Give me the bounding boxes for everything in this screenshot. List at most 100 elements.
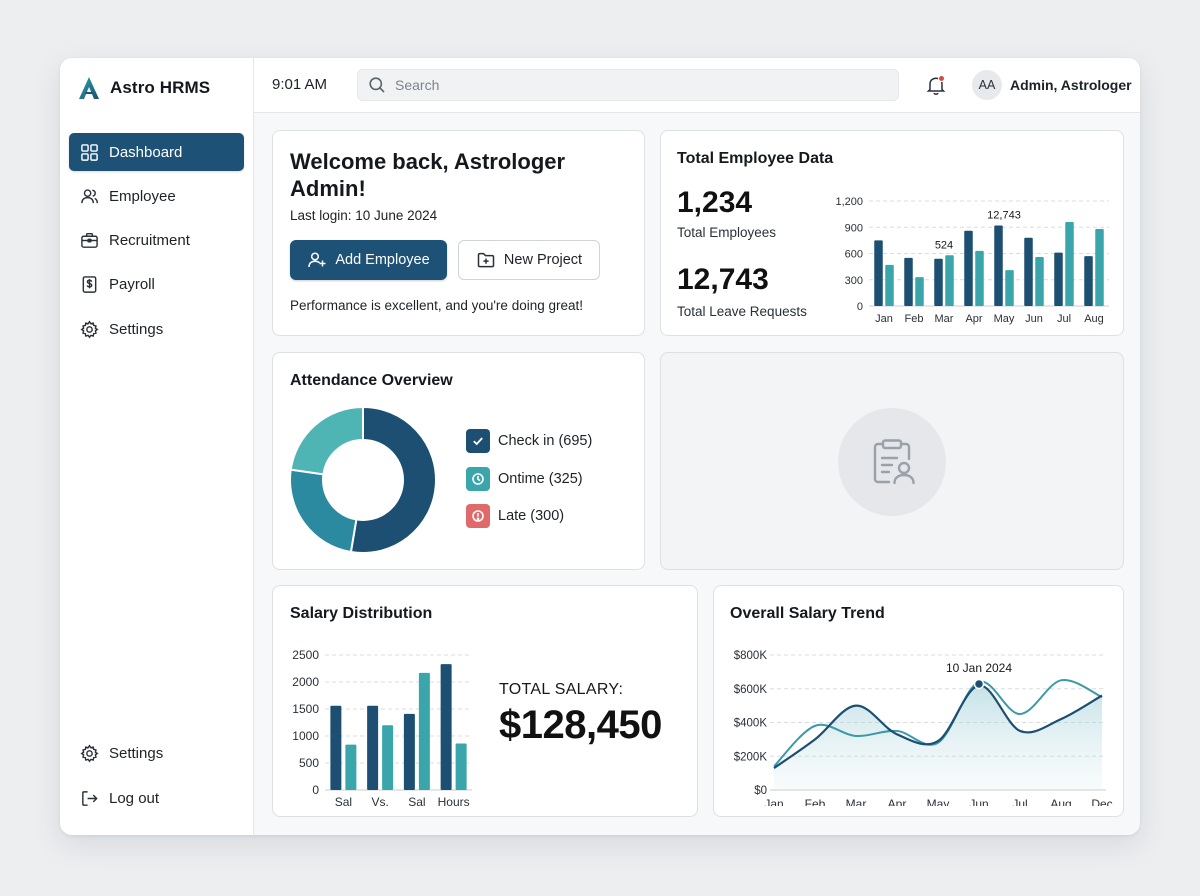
y-tick-label: $600K [734,684,768,696]
alert-icon [466,504,490,528]
empty-widget-card [660,352,1124,570]
x-tick-label: Jun [969,797,988,806]
sidebar-item-settings[interactable]: Settings [69,310,244,348]
sidebar: Astro HRMS Dashboard Employee [60,58,254,835]
sidebar-item-employee[interactable]: Employee [69,177,244,215]
x-tick-label: Jun [1025,313,1043,325]
bar [885,264,894,306]
bar [904,257,913,306]
bar [330,705,342,790]
bar [345,744,357,790]
total-employees-value: 1,234 [677,186,753,219]
x-tick-label: Jul [1057,313,1071,325]
card-title: Total Employee Data [677,150,834,167]
employee-bar-chart: 0 300 600 900 1,200 Jan Feb Mar Apr May Jun Jul Aug 5… [835,196,1109,325]
x-tick-label: Apr [888,797,907,806]
donut-slice [289,468,358,554]
card-title: Attendance Overview [290,372,453,389]
last-login: Last login: 10 June 2024 [290,208,438,223]
bar [440,664,452,790]
total-leave-value: 12,743 [677,263,769,296]
new-project-button[interactable]: New Project [458,240,600,280]
total-employees-label: Total Employees [677,225,777,240]
sidebar-item-logout[interactable]: Log out [69,779,244,817]
y-tick-label: 1000 [292,729,319,743]
check-icon [466,429,490,453]
clock-icon [466,467,490,491]
total-salary-value: $128,450 [499,703,662,747]
sidebar-item-label: Payroll [109,276,155,294]
data-label: 524 [935,239,953,251]
bar [455,743,467,790]
avatar[interactable]: AA [972,70,1002,100]
salary-trend-chart: $0 $200K $400K $600K $800K Jan Feb Mar Apr May Jun… [734,650,1113,806]
sidebar-item-label: Settings [109,744,164,762]
x-tick-label: Hours [438,795,470,806]
donut-slice [349,405,437,554]
brand[interactable]: Astro HRMS [76,75,210,101]
x-tick-label: Apr [965,313,982,325]
bar [934,258,943,306]
bar [367,705,379,790]
briefcase-icon [81,233,98,248]
series-line [773,684,1103,769]
total-salary-label: TOTAL SALARY: [499,681,624,698]
x-tick-label: Jan [875,313,893,325]
sidebar-item-label: Log out [109,789,160,807]
data-label: 12,743 [987,210,1021,222]
user-name[interactable]: Admin, Astrologer [1010,77,1132,93]
sidebar-item-recruitment[interactable]: Recruitment [69,222,244,260]
clock: 9:01 AM [272,76,328,93]
bell-icon[interactable] [925,74,947,96]
salary-trend-card: Overall Salary Trend $0 $200K $400K $600K $8… [713,585,1124,817]
x-tick-label: Vs. [371,795,388,806]
salary-distribution-chart: 0 500 1000 1500 2000 2500 Sal Vs. Sal Hours [292,648,472,806]
grid-icon [81,143,98,161]
performance-message: Performance is excellent, and you're doi… [290,298,583,313]
y-tick-label: 2500 [292,648,319,662]
y-tick-label: 0 [312,783,319,797]
sidebar-item-settings-bottom[interactable]: Settings [69,734,244,772]
y-tick-label: 1500 [292,702,319,716]
top-bar: 9:01 AM AA Admin, Astrologer [254,58,1140,113]
search-input[interactable] [395,77,875,93]
sidebar-item-payroll[interactable]: Payroll [69,266,244,304]
new-project-label: New Project [503,252,583,268]
search-icon [369,77,385,93]
bar [1035,257,1044,306]
highlight-point [973,678,985,690]
legend-label: Check in (695) [498,433,593,449]
gear-icon [80,320,99,339]
sidebar-item-label: Recruitment [109,232,190,250]
legend-label: Late (300) [498,508,565,524]
legend-ontime: Ontime (325) [466,467,583,491]
x-tick-label: Mar [935,313,954,325]
app-name: Astro HRMS [110,78,211,97]
users-icon [81,189,99,203]
clipboard-user-icon [873,439,915,485]
x-tick-label: May [994,313,1015,325]
logout-icon [82,790,98,806]
bar [915,277,924,306]
y-tick-label: 900 [845,222,863,234]
add-employee-button[interactable]: Add Employee [290,240,447,280]
sidebar-nav: Dashboard Employee Recruitment [69,133,244,354]
employee-data-card: Total Employee Data 1,234 Total Employee… [660,130,1124,336]
y-tick-label: 0 [857,301,863,313]
x-tick-label: Jan [764,797,783,806]
sidebar-item-dashboard[interactable]: Dashboard [69,133,244,171]
x-tick-label: Sal [408,795,425,806]
area-fill [774,685,1102,790]
app-window: Astro HRMS Dashboard Employee [60,58,1140,835]
bar [1005,270,1014,306]
bar [1095,229,1104,306]
placeholder-circle [838,408,946,516]
sidebar-bottom-nav: Settings Log out [69,734,244,824]
search-box[interactable] [357,69,899,101]
card-title: Salary Distribution [290,605,433,622]
y-tick-label: $400K [734,718,768,730]
notification-dot [938,75,945,82]
legend-label: Ontime (325) [498,471,583,487]
bar [945,255,954,306]
sidebar-item-label: Dashboard [109,143,183,161]
